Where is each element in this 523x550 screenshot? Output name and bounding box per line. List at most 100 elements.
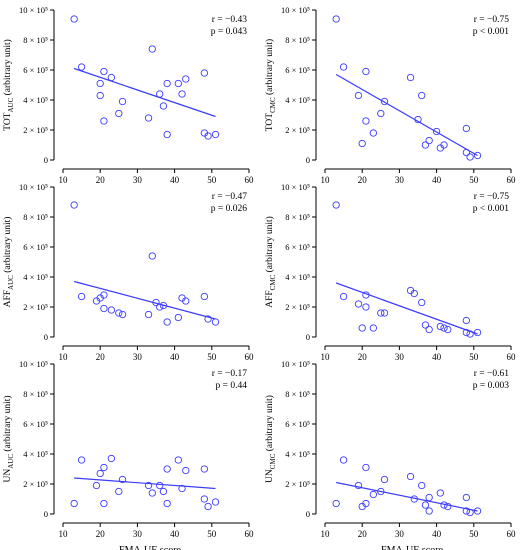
y-tick-label: 8 × 10⁵ [23, 35, 48, 45]
data-point [362, 67, 370, 76]
data-point [473, 328, 482, 337]
y-tick-label: 4 × 10⁵ [23, 449, 48, 459]
y-axis-label: TOTAUC (arbitrary unit) [2, 39, 15, 131]
data-point [432, 127, 441, 136]
y-tick-label: 8 × 10⁵ [285, 35, 310, 45]
data-point [148, 489, 156, 497]
data-point [148, 252, 156, 260]
data-point [436, 322, 444, 331]
data-point [211, 498, 220, 506]
x-tick-label: 20 [96, 529, 106, 539]
y-tick-label: 0 [306, 509, 310, 519]
p-value-label: p < 0.001 [473, 204, 509, 214]
x-tick-label: 50 [469, 175, 479, 185]
data-point [332, 201, 340, 209]
y-tick-label: 0 [44, 155, 48, 165]
y-tick-label: 0 [44, 509, 48, 519]
data-point [100, 291, 108, 299]
y-tick-label: 6 × 10⁵ [285, 65, 310, 75]
data-point [444, 502, 452, 511]
scatter-panel-2: 0 2 × 10⁵ 4 × 10⁵ 6 × 10⁵ 8 × 10⁵ 10 × 10⁵ 10 2… [264, 5, 516, 185]
correlation-r-label: r = −0.61 [474, 369, 510, 379]
data-point [418, 91, 426, 100]
x-tick-label: 10 [59, 175, 69, 185]
data-point [163, 499, 171, 508]
data-point [96, 469, 104, 478]
data-point [410, 495, 418, 503]
y-tick-label: 10 × 10⁵ [281, 5, 310, 15]
x-tick-label: 40 [432, 175, 442, 185]
data-point [462, 507, 471, 515]
y-tick-label: 6 × 10⁵ [23, 65, 48, 75]
y-tick-label: 4 × 10⁵ [285, 95, 310, 105]
data-point [436, 489, 444, 497]
y-tick-label: 8 × 10⁵ [23, 212, 48, 222]
x-tick-label: 30 [133, 352, 143, 362]
data-point [354, 91, 363, 100]
data-point [332, 15, 340, 23]
x-tick-label: 50 [207, 352, 217, 362]
y-tick-label: 10 × 10⁵ [281, 182, 310, 192]
x-tick-label: 60 [507, 175, 517, 185]
data-point [163, 130, 171, 139]
scatter-panel-4: 0 2 × 10⁵ 4 × 10⁵ 6 × 10⁵ 8 × 10⁵ 10 × 10⁵ 10 2… [264, 182, 516, 362]
y-tick-label: 10 × 10⁵ [281, 359, 310, 369]
data-point [462, 124, 471, 133]
data-point [466, 153, 474, 161]
data-point [369, 129, 378, 137]
data-point [70, 15, 78, 23]
data-point [107, 306, 116, 314]
data-point [178, 484, 186, 493]
data-point [96, 91, 104, 100]
data-point [444, 325, 452, 334]
data-point [462, 148, 471, 157]
data-point [152, 298, 160, 307]
data-point [466, 508, 474, 517]
regression-line [74, 477, 216, 490]
x-tick-label: 10 [59, 352, 69, 362]
data-point [118, 97, 127, 106]
data-point [118, 475, 127, 484]
y-tick-label: 8 × 10⁵ [285, 389, 310, 399]
y-tick-label: 10 × 10⁵ [19, 359, 48, 369]
data-point [148, 45, 156, 53]
data-point [77, 456, 86, 464]
y-tick-label: 4 × 10⁵ [23, 95, 48, 105]
data-point [182, 75, 190, 83]
data-point [473, 151, 482, 160]
regression-line [335, 73, 478, 157]
data-point [174, 313, 182, 322]
y-axis-label: AFFAUC (arbitrary unit) [2, 217, 15, 308]
data-point [362, 291, 370, 299]
x-tick-label: 20 [358, 175, 368, 185]
x-tick-label: 60 [507, 352, 517, 362]
regression-line [335, 282, 478, 335]
data-point [425, 325, 433, 334]
y-tick-label: 2 × 10⁵ [285, 125, 310, 135]
data-point [118, 310, 127, 319]
y-axis-label: UNCMC (arbitrary unit) [264, 395, 277, 483]
data-point [92, 481, 101, 490]
p-value-label: p = 0.026 [211, 204, 247, 214]
data-point [362, 117, 370, 125]
data-point [377, 487, 385, 496]
y-tick-label: 8 × 10⁵ [285, 212, 310, 222]
data-point [410, 289, 418, 298]
y-tick-label: 0 [306, 155, 310, 165]
data-point [159, 487, 168, 496]
correlation-r-label: r = −0.75 [474, 192, 510, 202]
data-point [77, 292, 86, 301]
data-point [156, 303, 164, 311]
y-tick-label: 4 × 10⁵ [23, 272, 48, 282]
data-point [421, 501, 430, 509]
data-point [178, 90, 186, 98]
data-point [362, 499, 370, 508]
x-tick-label: 10 [321, 175, 331, 185]
data-point [77, 63, 86, 71]
data-point [163, 79, 171, 88]
data-point [156, 90, 164, 98]
data-point [369, 324, 378, 332]
data-point [144, 481, 153, 490]
p-value-label: p = 0.043 [211, 27, 247, 37]
